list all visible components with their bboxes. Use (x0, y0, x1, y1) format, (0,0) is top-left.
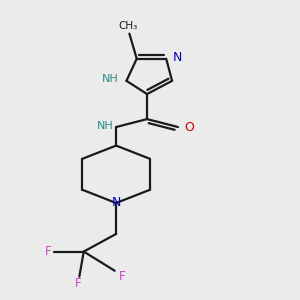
Text: N: N (112, 196, 121, 209)
Text: NH: NH (97, 121, 113, 130)
Text: CH₃: CH₃ (118, 21, 137, 31)
Text: F: F (119, 269, 125, 283)
Text: F: F (74, 277, 81, 290)
Text: F: F (44, 245, 51, 258)
Text: N: N (173, 51, 182, 64)
Text: NH: NH (102, 74, 119, 84)
Text: O: O (184, 121, 194, 134)
